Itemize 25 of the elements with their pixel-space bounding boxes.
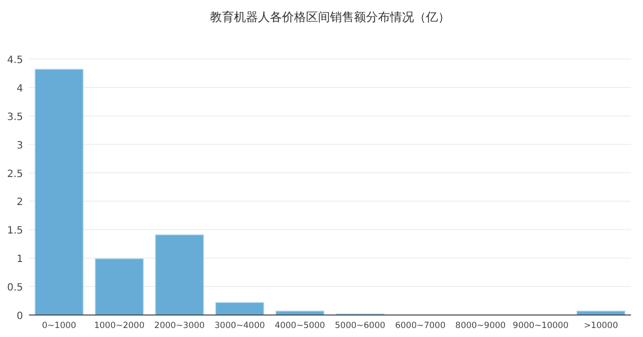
chart-title: 教育机器人各价格区间销售额分布情况（亿） (210, 10, 450, 24)
x-tick-label: 0~1000 (42, 321, 76, 331)
y-tick-label: 2 (16, 197, 23, 208)
x-tick-label: >10000 (584, 321, 618, 331)
y-tick-label: 3.5 (7, 112, 23, 123)
y-tick-label: 2.5 (7, 168, 23, 180)
y-tick-label: 0 (16, 311, 23, 322)
x-tick-label: 9000~10000 (512, 321, 569, 331)
y-tick-label: 0.5 (7, 282, 23, 294)
y-tick-label: 4 (16, 83, 23, 94)
x-tick-label: 5000~6000 (334, 321, 386, 331)
bar (94, 258, 144, 316)
bar (34, 68, 84, 316)
x-tick-label: 4000~5000 (274, 321, 326, 331)
y-tick-label: 4.5 (7, 55, 23, 66)
y-tick-label: 1 (16, 254, 23, 266)
bar (155, 234, 204, 316)
y-tick-label: 3 (16, 140, 23, 152)
x-tick-label: 8000~9000 (455, 321, 506, 331)
y-tick-label: 1.5 (7, 226, 23, 237)
bar (215, 302, 264, 316)
x-tick-label: 3000~4000 (214, 321, 265, 331)
x-tick-label: 1000~2000 (94, 321, 144, 331)
x-tick-label: 6000~7000 (395, 321, 446, 331)
x-tick-label: 2000~3000 (154, 321, 205, 331)
